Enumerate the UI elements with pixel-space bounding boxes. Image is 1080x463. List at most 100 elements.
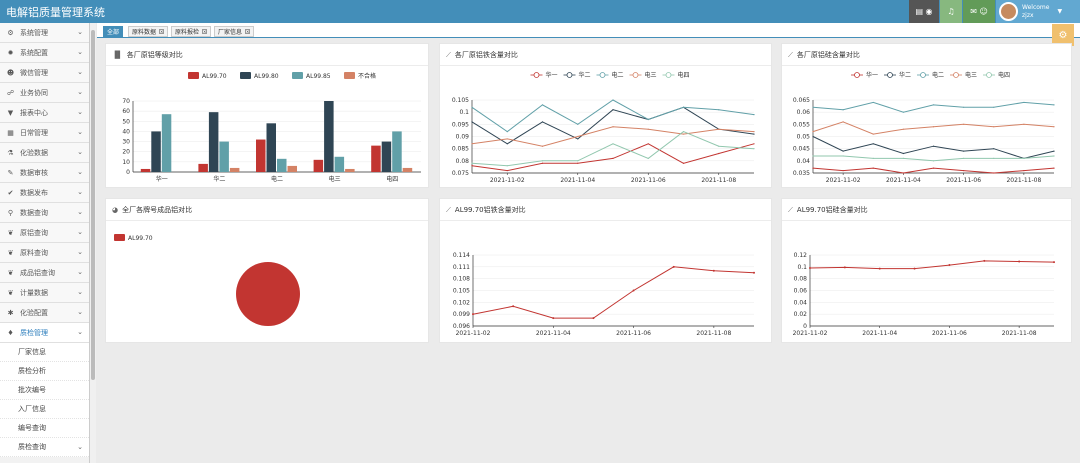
sidebar-subitem[interactable]: 质检分析	[0, 362, 89, 381]
close-icon[interactable]: ×	[245, 29, 251, 34]
data-point[interactable]	[878, 267, 881, 270]
legend-swatch[interactable]	[292, 72, 303, 79]
data-point[interactable]	[541, 121, 544, 123]
data-point[interactable]	[1023, 101, 1025, 104]
sidebar-item[interactable]: ❦ 计量数据 ⌄	[0, 283, 89, 303]
sidebar-item[interactable]: ⚲ 数据查询 ⌄	[0, 203, 89, 223]
data-point[interactable]	[577, 160, 579, 162]
data-point[interactable]	[632, 289, 635, 292]
data-point[interactable]	[872, 157, 874, 159]
series-line[interactable]	[809, 260, 1055, 270]
sidebar-scroll-thumb[interactable]	[91, 30, 95, 380]
data-point[interactable]	[1053, 126, 1055, 128]
data-point[interactable]	[577, 135, 579, 138]
data-point[interactable]	[963, 157, 965, 159]
series-line[interactable]	[472, 266, 755, 319]
data-point[interactable]	[993, 148, 995, 150]
series-line[interactable]	[812, 136, 1055, 159]
data-point[interactable]	[1053, 104, 1055, 106]
series-line[interactable]	[812, 121, 1055, 135]
bar[interactable]	[229, 167, 240, 172]
data-point[interactable]	[872, 101, 874, 104]
data-point[interactable]	[471, 162, 473, 164]
data-point[interactable]	[541, 162, 544, 164]
legend-swatch[interactable]	[114, 234, 125, 241]
data-point[interactable]	[1053, 167, 1055, 169]
bar[interactable]	[392, 131, 402, 172]
bar[interactable]	[198, 163, 208, 172]
bar[interactable]	[287, 165, 298, 172]
sidebar-item[interactable]: ❦ 成品铝查询 ⌄	[0, 263, 89, 283]
data-point[interactable]	[541, 104, 544, 106]
data-point[interactable]	[682, 133, 685, 135]
notifications-button[interactable]: ♫	[940, 0, 962, 23]
data-point[interactable]	[718, 128, 720, 130]
sidebar-item[interactable]: ⚙ 系统管理 ⌄	[0, 23, 89, 43]
sidebar-item[interactable]: ▼ 报表中心 ⌄	[0, 103, 89, 123]
data-point[interactable]	[1053, 261, 1055, 264]
tab-vendor-info[interactable]: 厂家信息 ×	[214, 26, 255, 37]
data-point[interactable]	[718, 109, 720, 111]
sidebar-item[interactable]: ⚗ 化验数据 ⌄	[0, 143, 89, 163]
bar[interactable]	[208, 112, 219, 172]
data-point[interactable]	[647, 128, 649, 130]
sidebar-subitem[interactable]: 厂家信息	[0, 343, 89, 362]
legend-swatch[interactable]	[188, 72, 199, 79]
data-point[interactable]	[506, 169, 508, 172]
sidebar-subitem[interactable]: 批次编号	[0, 381, 89, 400]
data-point[interactable]	[932, 167, 935, 169]
data-point[interactable]	[812, 135, 814, 138]
tab-all[interactable]: 全部	[103, 26, 124, 37]
data-point[interactable]	[577, 162, 579, 164]
data-point[interactable]	[842, 109, 844, 111]
data-point[interactable]	[471, 106, 473, 108]
tab-raw-data[interactable]: 原料数据 ×	[128, 26, 169, 37]
data-point[interactable]	[902, 111, 904, 113]
data-point[interactable]	[506, 138, 508, 140]
sidebar-subitem[interactable]: 编号查询	[0, 419, 89, 438]
data-point[interactable]	[913, 267, 916, 270]
data-point[interactable]	[983, 259, 986, 262]
data-point[interactable]	[842, 121, 844, 123]
data-point[interactable]	[682, 131, 685, 133]
bar[interactable]	[324, 101, 334, 172]
data-point[interactable]	[753, 114, 755, 116]
data-point[interactable]	[812, 155, 814, 157]
bar[interactable]	[313, 159, 324, 172]
data-point[interactable]	[872, 133, 874, 135]
data-point[interactable]	[753, 148, 755, 150]
user-menu[interactable]: Welcome zjzx ▼	[996, 0, 1080, 23]
bar[interactable]	[161, 114, 172, 172]
data-point[interactable]	[506, 131, 508, 133]
data-point[interactable]	[712, 269, 715, 272]
data-point[interactable]	[506, 143, 508, 145]
tab-raw-inspection[interactable]: 原料报检 ×	[171, 26, 212, 37]
data-point[interactable]	[842, 150, 844, 152]
series-line[interactable]	[812, 101, 1055, 113]
legend-swatch[interactable]	[240, 72, 251, 79]
sidebar-subitem[interactable]: 质检查询 ⌄	[0, 438, 89, 457]
data-point[interactable]	[552, 317, 555, 320]
data-point[interactable]	[541, 160, 544, 162]
data-point[interactable]	[809, 267, 811, 270]
series-line[interactable]	[471, 106, 755, 145]
series-line[interactable]	[812, 167, 1055, 174]
sidebar-item[interactable]: ✱ 化验配置 ⌄	[0, 303, 89, 323]
data-point[interactable]	[963, 169, 965, 172]
data-point[interactable]	[512, 305, 515, 308]
data-point[interactable]	[471, 143, 473, 145]
data-point[interactable]	[472, 313, 474, 316]
data-point[interactable]	[902, 128, 904, 130]
bar[interactable]	[345, 168, 355, 172]
data-point[interactable]	[1018, 260, 1021, 263]
data-point[interactable]	[753, 143, 755, 145]
bar[interactable]	[219, 141, 229, 172]
series-line[interactable]	[471, 143, 755, 172]
data-point[interactable]	[577, 138, 579, 140]
data-point[interactable]	[612, 157, 614, 159]
data-point[interactable]	[963, 123, 965, 125]
data-point[interactable]	[1053, 155, 1055, 157]
data-point[interactable]	[612, 99, 614, 101]
data-point[interactable]	[932, 104, 935, 106]
data-point[interactable]	[718, 145, 720, 147]
